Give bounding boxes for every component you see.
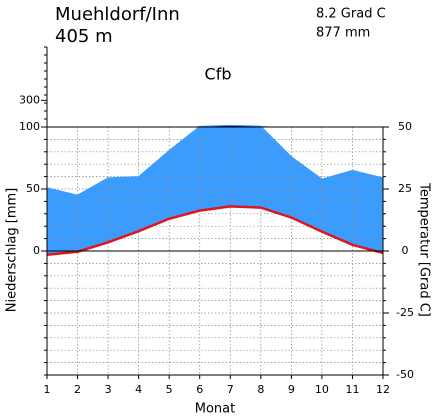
y2-tick-label: -25	[396, 306, 414, 319]
x-tick-label: 10	[315, 383, 329, 396]
y2-tick-label: 50	[398, 120, 412, 133]
x-tick-label: 11	[345, 383, 359, 396]
y-tick-label: 300	[19, 93, 40, 106]
y2-axis-label: Temperatur [Grad C]	[417, 182, 432, 317]
x-tick-label: 1	[44, 383, 51, 396]
y-tick-label: 0	[33, 244, 40, 257]
precip-line	[46, 124, 384, 196]
chart-title: Muehldorf/Inn	[55, 4, 180, 25]
x-tick-label: 5	[166, 383, 173, 396]
y-axis-label: Niederschlag [mm]	[5, 188, 20, 313]
y2-tick-label: 0	[402, 244, 409, 257]
y2-tick-label: -50	[396, 368, 414, 381]
chart-subtitle: 405 m	[55, 26, 113, 47]
y2-tick-label: 25	[398, 182, 412, 195]
x-tick-label: 2	[74, 383, 81, 396]
x-axis-label: Monat	[195, 402, 235, 417]
x-tick-label: 7	[227, 383, 234, 396]
x-tick-label: 4	[135, 383, 142, 396]
x-tick-label: 6	[196, 383, 203, 396]
x-tick-label: 3	[105, 383, 112, 396]
y-tick-label: 100	[19, 120, 40, 133]
annotation: 877 mm	[316, 26, 370, 41]
x-tick-label: 8	[257, 383, 264, 396]
x-tick-label: 9	[288, 383, 295, 396]
x-tick-label: 12	[376, 383, 390, 396]
y-tick-label: 50	[26, 182, 40, 195]
temperature-line	[46, 205, 384, 256]
annotation: 8.2 Grad C	[316, 7, 386, 22]
annotation: Cfb	[205, 65, 232, 84]
humid-area	[47, 127, 383, 255]
